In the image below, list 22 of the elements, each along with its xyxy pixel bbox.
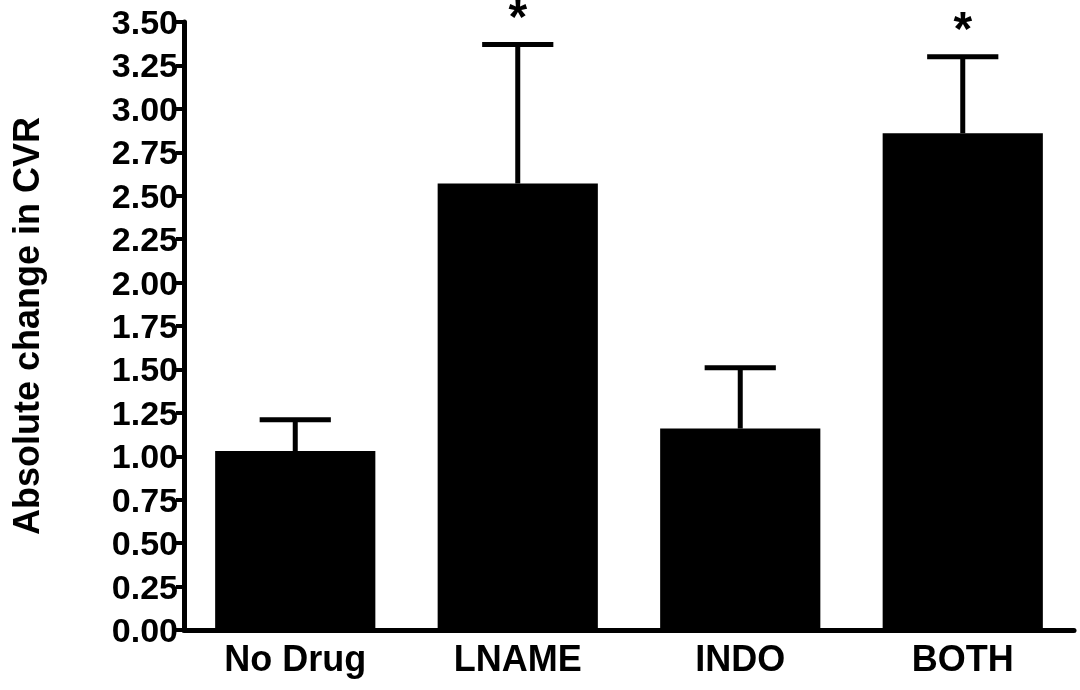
y-tick-label: 1.75: [111, 307, 178, 345]
y-tick-label: 2.75: [111, 133, 178, 172]
y-tick-label: 2.50: [111, 176, 178, 215]
y-tick-label: 3.50: [111, 3, 178, 41]
y-tick-label: 0.25: [111, 567, 178, 606]
y-axis-title: Absolute change in CVR: [5, 116, 47, 536]
y-tick-label: 2.25: [111, 220, 178, 259]
y-tick-label: 1.50: [111, 350, 178, 389]
x-tick-label: INDO: [695, 637, 786, 679]
y-tick-label: 2.00: [111, 263, 178, 302]
x-tick-label: LNAME: [453, 637, 582, 679]
y-tick-label: 1.00: [111, 437, 178, 476]
y-tick-label: 3.00: [111, 89, 178, 128]
y-tick-label: 1.25: [111, 393, 178, 432]
x-tick-label: BOTH: [911, 637, 1014, 679]
annotation: *: [953, 2, 973, 56]
y-tick-label: 0.00: [111, 611, 178, 649]
y-tick-label: 0.75: [111, 480, 178, 519]
y-tick-label: 0.50: [111, 524, 178, 563]
y-tick-label: 3.25: [111, 46, 178, 85]
annotation: *: [508, 0, 528, 44]
x-tick-label: No Drug: [224, 637, 367, 679]
